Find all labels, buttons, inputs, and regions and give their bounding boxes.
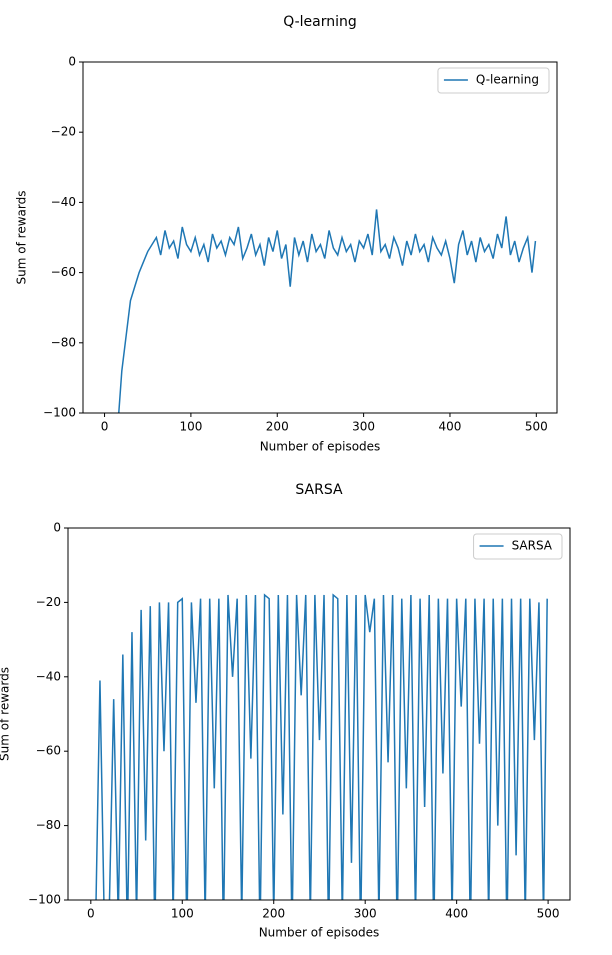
y-tick-label: 0 — [68, 55, 76, 69]
line-series — [118, 209, 537, 413]
y-tick-label: −80 — [36, 818, 61, 832]
y-tick-label: −100 — [43, 406, 76, 420]
y-tick-label: −60 — [51, 265, 76, 279]
legend-box — [473, 533, 563, 560]
x-tick-label: 0 — [87, 907, 95, 921]
x-tick-label: 300 — [352, 420, 375, 434]
y-tick-label: −40 — [36, 669, 61, 683]
chart-title: SARSA — [295, 482, 343, 498]
x-tick-label: 200 — [266, 420, 289, 434]
chart: SARSA Number of episodes Sum of rewards 0 10… — [0, 482, 571, 940]
legend: Q-learning — [437, 67, 550, 94]
x-tick-label: 100 — [179, 420, 202, 434]
legend-label: Q-learning — [476, 73, 539, 87]
x-tick-label: 100 — [171, 907, 194, 921]
plot-frame — [67, 527, 571, 901]
y-tick-label: −100 — [28, 893, 61, 907]
x-tick-label: 0 — [101, 420, 109, 434]
plot-frame — [82, 61, 558, 414]
x-tick-label: 400 — [439, 420, 462, 434]
y-tick-label: −60 — [36, 744, 61, 758]
x-tick-label: 300 — [354, 907, 377, 921]
legend: SARSA — [473, 533, 563, 560]
x-tick-label: 200 — [262, 907, 285, 921]
x-tick-label: 400 — [445, 907, 468, 921]
chart-title: Q-learning — [283, 14, 357, 30]
y-tick-label: −20 — [36, 595, 61, 609]
line-series — [95, 593, 548, 900]
x-axis-label: Number of episodes — [259, 926, 380, 940]
chart: Q-learning Number of episodes Sum of rewar… — [15, 14, 558, 454]
y-tick-label: −20 — [51, 125, 76, 139]
y-axis-label: Sum of rewards — [0, 667, 12, 761]
y-tick-label: −40 — [51, 195, 76, 209]
y-tick-label: −80 — [51, 335, 76, 349]
x-axis-label: Number of episodes — [260, 440, 381, 454]
x-tick-label: 500 — [537, 907, 560, 921]
legend-box — [437, 67, 550, 94]
legend-label: SARSA — [512, 539, 553, 553]
y-tick-label: 0 — [53, 521, 61, 535]
y-axis-label: Sum of rewards — [15, 191, 29, 285]
x-tick-label: 500 — [525, 420, 548, 434]
